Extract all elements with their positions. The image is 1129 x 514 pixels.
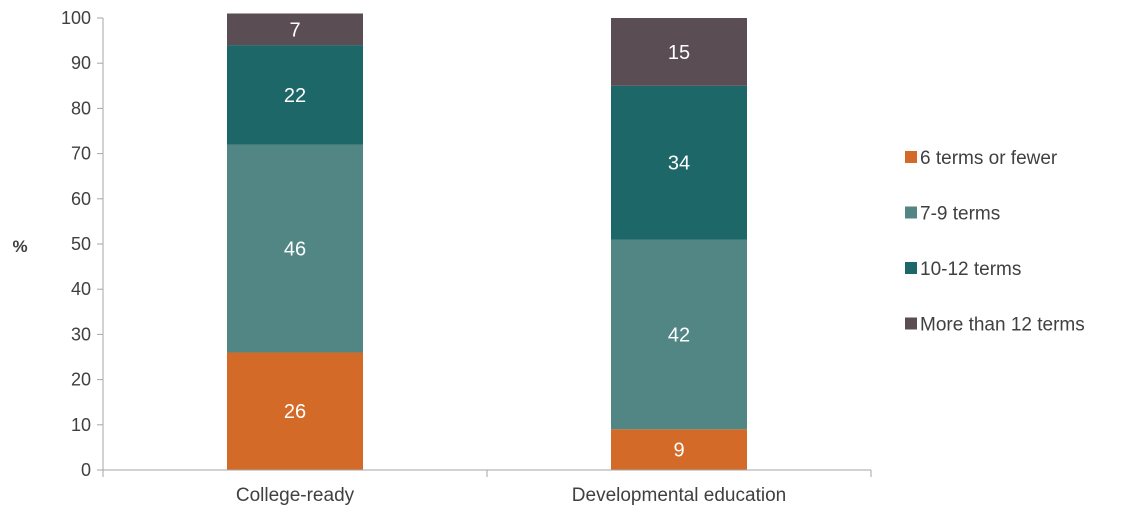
bar-segment	[227, 45, 363, 145]
bar-segment	[227, 352, 363, 470]
bar-segment	[611, 85, 747, 240]
data-label: 9	[673, 440, 684, 462]
bar-segment	[611, 18, 747, 86]
y-tick-label: 20	[71, 370, 91, 390]
y-tick-label: 100	[61, 8, 91, 28]
data-label: 15	[668, 42, 690, 64]
x-category-label: Developmental education	[572, 485, 786, 506]
legend-swatch	[905, 262, 917, 274]
y-tick-label: 40	[71, 279, 91, 299]
legend: 6 terms or fewer 7-9 terms 10-12 terms More…	[905, 148, 1085, 336]
bars: 26 46 22 7 9 42 34 15	[227, 13, 747, 470]
y-tick-label: 80	[71, 98, 91, 118]
y-tick-label: 50	[71, 234, 91, 254]
x-axis: College-ready Developmental education	[102, 469, 872, 506]
data-label: 42	[668, 324, 690, 346]
y-axis: 0 10 20 30 40 50 60 70 80 90 100	[61, 8, 104, 480]
bar-segment	[227, 144, 363, 353]
x-category-label: College-ready	[236, 485, 355, 506]
bar-segment	[611, 239, 747, 430]
bar-segment	[227, 13, 363, 46]
data-label: 34	[668, 153, 690, 175]
legend-label: 10-12 terms	[920, 259, 1021, 280]
y-tick-label: 30	[71, 324, 91, 344]
bar-segment	[611, 429, 747, 470]
data-label: 22	[284, 85, 306, 107]
legend-label: 7-9 terms	[920, 204, 1000, 225]
y-tick-label: 90	[71, 53, 91, 73]
data-label: 7	[289, 19, 300, 41]
legend-label: 6 terms or fewer	[920, 148, 1058, 169]
data-label: 26	[284, 401, 306, 423]
data-label: 46	[284, 239, 306, 261]
legend-swatch	[905, 151, 917, 163]
y-tick-label: 10	[71, 415, 91, 435]
legend-swatch	[905, 317, 917, 330]
y-tick-label: 60	[71, 189, 91, 209]
legend-label: More than 12 terms	[920, 315, 1085, 336]
y-tick-label: 70	[71, 144, 91, 164]
y-axis-label: %	[12, 237, 27, 256]
y-tick-label: 0	[81, 460, 91, 480]
legend-swatch	[905, 206, 917, 219]
